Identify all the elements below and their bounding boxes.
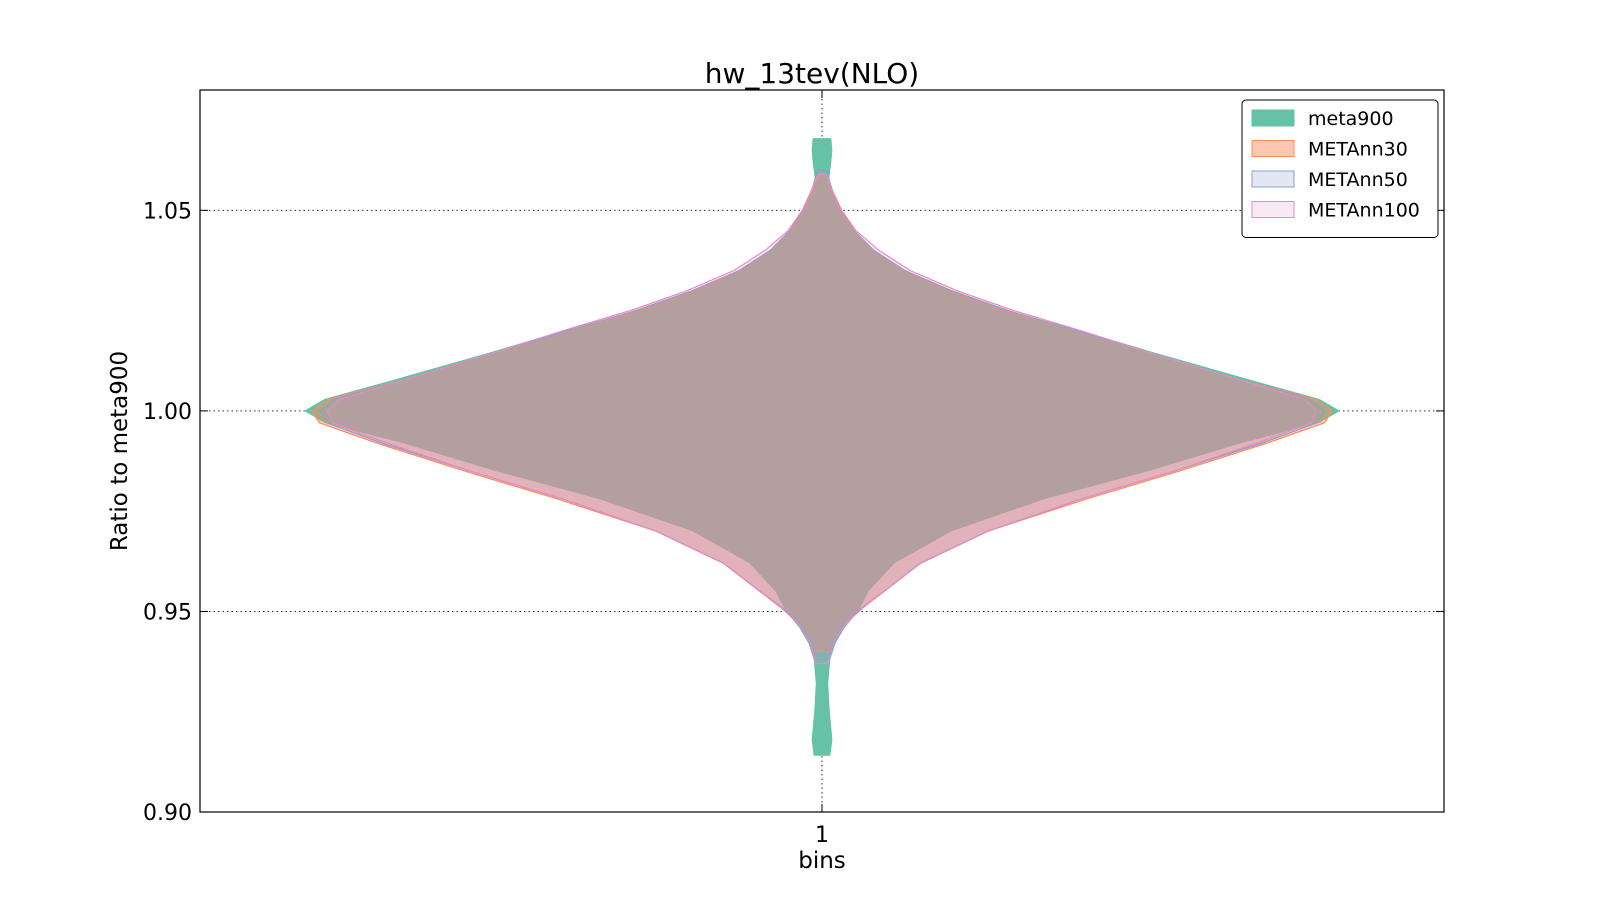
x-tick-label: 1 <box>815 823 829 848</box>
legend-swatch-metann50 <box>1251 170 1295 188</box>
legend: meta900 METAnn30 METAnn50 METAnn100 <box>1241 99 1439 238</box>
legend-swatch-meta900 <box>1251 109 1295 127</box>
legend-label-metann30: METAnn30 <box>1308 139 1408 161</box>
axis-ticks: 0.90 0.95 1.00 1.05 1 <box>143 90 1444 848</box>
violins <box>304 138 1340 756</box>
y-tick-label: 0.95 <box>143 600 192 625</box>
legend-box <box>1241 99 1439 238</box>
y-axis-label: Ratio to meta900 <box>107 351 133 551</box>
y-tick-label: 1.00 <box>143 400 192 425</box>
chart-title: hw_13tev(NLO) <box>705 57 919 90</box>
legend-label-metann100: METAnn100 <box>1308 200 1420 222</box>
legend-swatch-metann100 <box>1251 201 1295 218</box>
legend-label-metann50: METAnn50 <box>1308 169 1408 191</box>
y-tick-label: 1.05 <box>143 199 192 224</box>
x-axis-label: bins <box>798 848 846 874</box>
y-tick-label: 0.90 <box>143 801 192 826</box>
violin-metann100 <box>326 173 1318 665</box>
plot-area-frame <box>199 89 1445 813</box>
legend-label-meta900: meta900 <box>1308 108 1394 130</box>
legend-swatch-metann30 <box>1251 140 1295 157</box>
